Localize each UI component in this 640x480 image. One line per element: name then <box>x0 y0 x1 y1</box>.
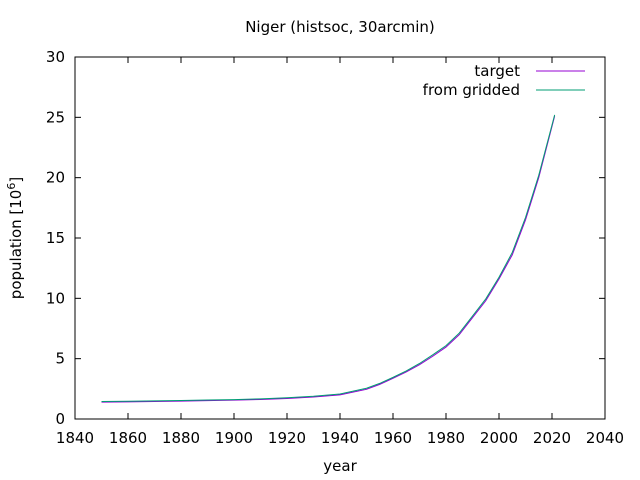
series-lines <box>101 114 556 403</box>
plot-frame <box>74 56 606 420</box>
chart-title: Niger (histsoc, 30arcmin) <box>245 18 435 36</box>
y-tick-label: 5 <box>55 350 65 368</box>
legend: target from gridded <box>423 62 585 99</box>
y-tick-label: 20 <box>46 169 65 187</box>
series-line-from-gridded <box>101 114 556 402</box>
x-tick-label: 1920 <box>268 429 306 447</box>
x-tick-label: 1880 <box>162 429 200 447</box>
y-tick-label: 0 <box>55 410 65 428</box>
y-tick-label: 30 <box>46 48 65 66</box>
y-axis-label-main: population [10 <box>7 190 25 300</box>
y-tick-label: 25 <box>46 108 65 126</box>
legend-label-target: target <box>474 62 520 80</box>
y-axis-ticks: 0 5 10 15 20 25 30 <box>46 48 605 428</box>
x-tick-label: 1860 <box>109 429 147 447</box>
x-tick-label: 1900 <box>215 429 253 447</box>
series-line-target <box>101 116 556 403</box>
x-tick-label: 2020 <box>533 429 571 447</box>
legend-label-from-gridded: from gridded <box>423 81 520 99</box>
y-tick-label: 15 <box>46 229 65 247</box>
x-tick-label: 2040 <box>586 429 624 447</box>
y-axis-label: population [106] <box>5 177 25 299</box>
x-tick-label: 1840 <box>56 429 94 447</box>
y-axis-label-exponent: 6 <box>5 183 18 190</box>
x-axis-ticks: 1840 1860 1880 1900 1920 1940 1960 1980 2000 2020… <box>56 57 624 447</box>
x-tick-label: 2000 <box>480 429 518 447</box>
x-axis-label: year <box>323 457 357 475</box>
y-tick-label: 10 <box>46 289 65 307</box>
x-tick-label: 1940 <box>321 429 359 447</box>
y-axis-label-end: ] <box>7 177 25 183</box>
x-tick-label: 1960 <box>374 429 412 447</box>
x-tick-label: 1980 <box>427 429 465 447</box>
